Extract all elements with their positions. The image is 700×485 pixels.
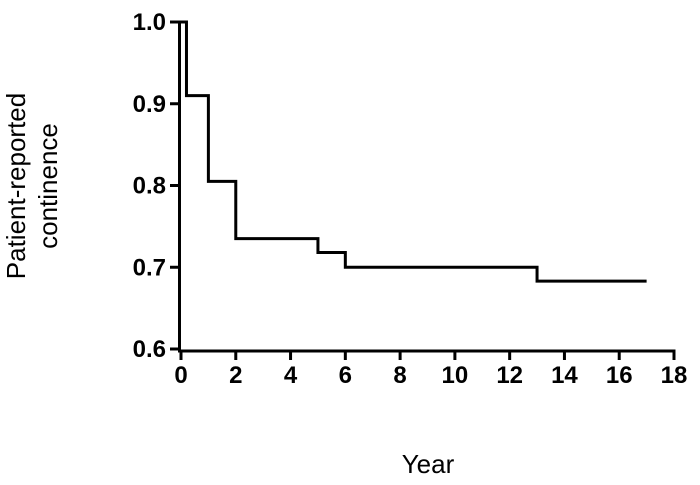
x-axis-tick-labels: 0 2 4 6 8 10 12 14 16 18: [174, 362, 687, 389]
y-tick-label: 1.0: [133, 9, 166, 36]
y-axis-title-line1: Patient-reported: [1, 93, 31, 279]
x-tick-label: 16: [606, 362, 633, 389]
x-tick-label: 2: [229, 362, 242, 389]
y-tick-label: 0.6: [133, 336, 166, 363]
x-axis-title: Year: [402, 449, 455, 479]
x-tick-label: 18: [661, 362, 688, 389]
x-tick-label: 8: [393, 362, 406, 389]
survival-step-line: [181, 20, 647, 283]
y-tick-label: 0.9: [133, 91, 166, 118]
y-axis-ticks: [170, 20, 180, 351]
x-axis-ticks: [179, 351, 676, 360]
x-tick-label: 14: [551, 362, 578, 389]
y-axis-tick-labels: 1.0 0.9 0.8 0.7 0.6: [133, 9, 166, 363]
x-tick-label: 0: [174, 362, 187, 389]
x-tick-label: 12: [496, 362, 523, 389]
y-axis-title-line2: continence: [33, 123, 63, 249]
y-tick-label: 0.7: [133, 254, 166, 281]
x-tick-label: 10: [442, 362, 469, 389]
y-tick-label: 0.8: [133, 173, 166, 200]
x-tick-label: 6: [339, 362, 352, 389]
x-tick-label: 4: [284, 362, 298, 389]
